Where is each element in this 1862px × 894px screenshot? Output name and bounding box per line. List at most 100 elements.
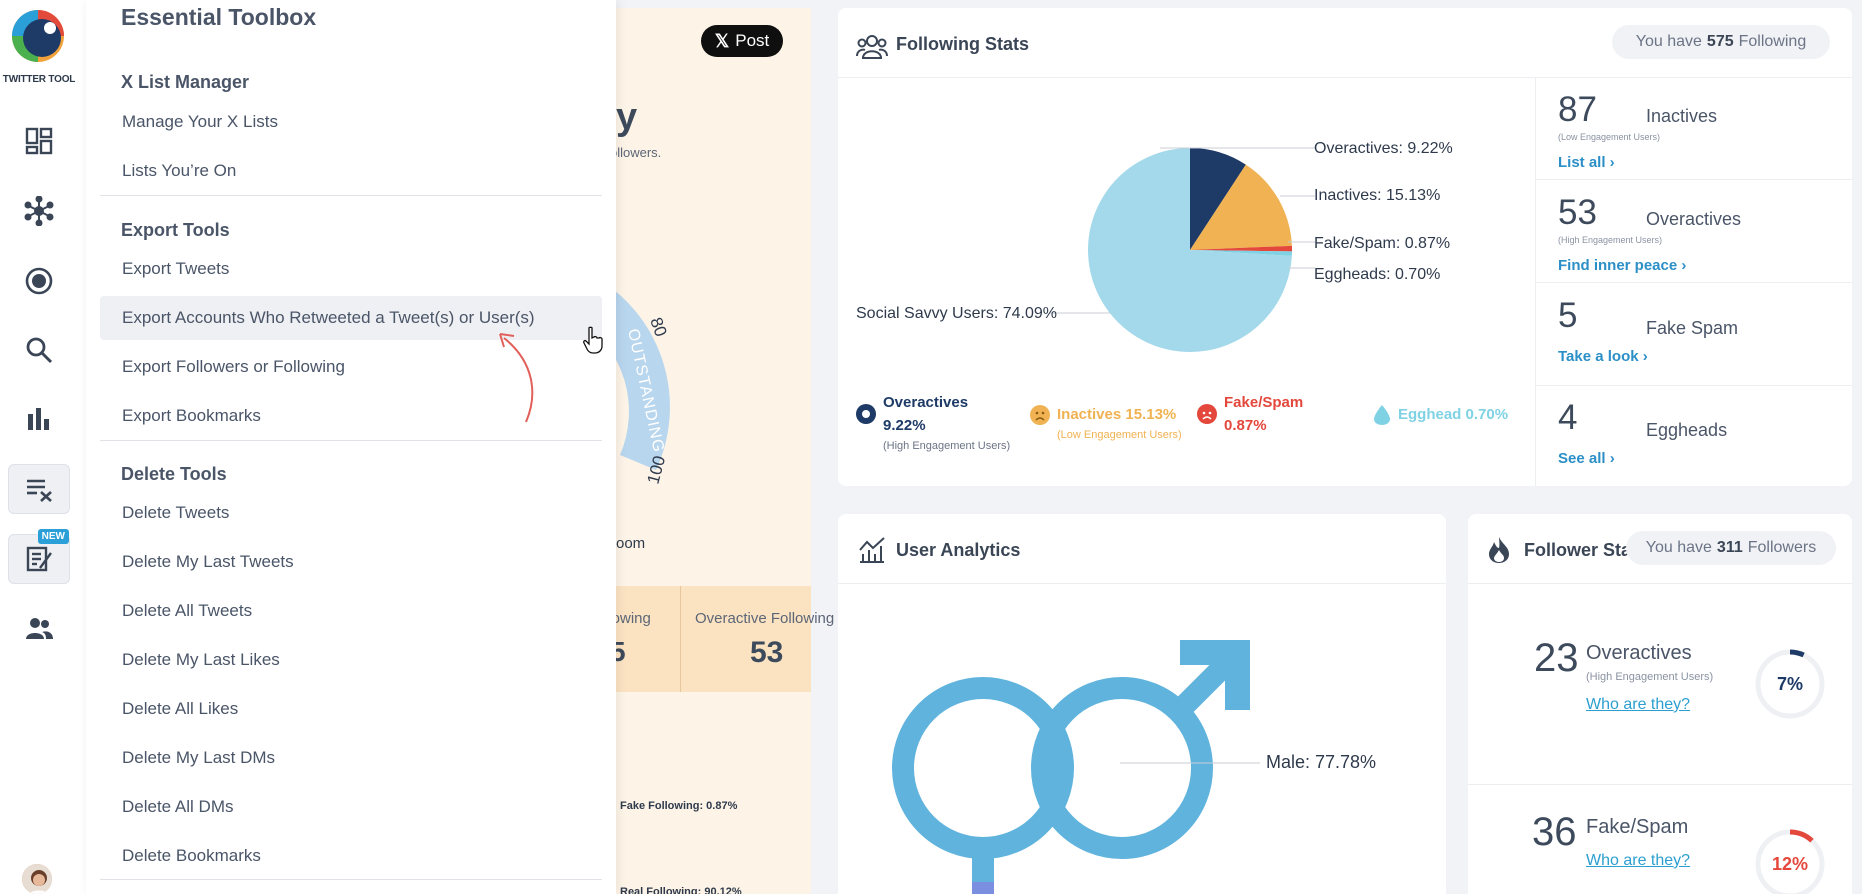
- users-icon: [26, 618, 53, 639]
- pie-label-savvy: Social Savvy Users: 74.09%: [856, 305, 1057, 322]
- bar-chart-icon: [28, 408, 49, 430]
- menu-item-delete-all-dms[interactable]: Delete All DMs: [122, 797, 234, 816]
- menu-title: Essential Toolbox: [121, 4, 317, 30]
- menu-item-delete-all-tweets[interactable]: Delete All Tweets: [122, 601, 253, 620]
- menu-item-delete-last-dms[interactable]: Delete My Last DMs: [122, 748, 276, 767]
- search-nav-button[interactable]: [8, 325, 70, 375]
- side-stat-label: Eggheads: [1646, 420, 1728, 440]
- menu-item-lists-youre-on[interactable]: Lists You’re On: [122, 161, 237, 180]
- record-icon: [25, 267, 53, 295]
- strip-label-2: Overactive Following: [695, 610, 835, 627]
- menu-divider: [100, 195, 602, 196]
- app-logo-icon[interactable]: [10, 8, 66, 64]
- follower-count-pill: You have 311 Followers: [1626, 531, 1836, 565]
- new-badge: NEW: [37, 529, 69, 544]
- side-stat-label: Fake Spam: [1646, 318, 1739, 338]
- side-stat-fake-spam: 5 Fake Spam Take a look ›: [1536, 284, 1852, 386]
- menu-item-delete-bookmarks[interactable]: Delete Bookmarks: [122, 846, 261, 865]
- section-delete-tools: Delete Tools: [121, 464, 227, 484]
- gender-symbols-graphic: [892, 640, 1260, 894]
- strip-label-1: llowing: [605, 610, 651, 627]
- pill-suffix: Followers: [1747, 539, 1817, 556]
- follower-stats-title: Follower Sta: [1524, 540, 1632, 560]
- card-divider: [1535, 78, 1536, 486]
- score-heading: y: [616, 96, 638, 138]
- avatar-photo-icon: [22, 864, 52, 894]
- strip-value-2: 53: [750, 636, 784, 669]
- users-nav-button[interactable]: [8, 603, 70, 653]
- follower-stat-number: 36: [1532, 810, 1577, 854]
- icon-rail: TWITTER TOOL NEW: [0, 0, 86, 894]
- egg-icon: [1374, 405, 1390, 425]
- pie-slice-fake-spam: [1190, 245, 1292, 252]
- user-analytics-header: [838, 514, 1446, 584]
- legend-overactives-name: Overactives: [883, 394, 969, 411]
- male-percentage-label: Male: 77.78%: [1266, 752, 1377, 772]
- follower-stat-label: Overactives: [1586, 642, 1692, 664]
- legend-fake-pct: 0.87%: [1224, 417, 1267, 434]
- legend-overactives-pct: 9.22%: [883, 417, 926, 434]
- follower-count: 311: [1716, 539, 1743, 556]
- take-a-look-link[interactable]: Take a look ›: [1558, 348, 1648, 365]
- legend-inactives-sub: (Low Engagement Users): [1057, 429, 1182, 441]
- dashboard-icon: [25, 127, 53, 155]
- dashboard-nav-button[interactable]: [8, 116, 70, 166]
- app-name: TWITTER TOOL: [2, 74, 76, 85]
- user-analytics-title: User Analytics: [896, 540, 1021, 560]
- fake-spam-ring: [1755, 829, 1825, 894]
- overactive-ring: [1755, 649, 1825, 719]
- essential-toolbox-menu: Essential Toolbox X List Manager Manage …: [86, 0, 616, 894]
- angry-face-icon: [1197, 404, 1217, 424]
- flame-icon: [1489, 537, 1509, 563]
- network-nav-button[interactable]: [8, 186, 70, 236]
- following-count: 575: [1706, 33, 1734, 50]
- menu-item-delete-last-likes[interactable]: Delete My Last Likes: [122, 650, 280, 669]
- find-inner-peace-link[interactable]: Find inner peace ›: [1558, 257, 1687, 274]
- side-stat-number: 53: [1558, 193, 1597, 232]
- pie-slice-social-savvy-users: [1088, 148, 1292, 352]
- real-following-label: Real Following: 90.12%: [620, 886, 742, 894]
- pie-label-inactives: Inactives: 15.13%: [1314, 187, 1441, 204]
- pill-suffix: Following: [1738, 33, 1807, 50]
- list-all-link[interactable]: List all ›: [1558, 154, 1615, 171]
- score-gauge: 80 100 OUTSTANDING: [600, 280, 671, 486]
- legend-fake-name: Fake/Spam: [1224, 394, 1304, 411]
- score-subtitle: ollowers.: [610, 145, 662, 160]
- who-are-they-link[interactable]: Who are they?: [1586, 852, 1691, 869]
- menu-item-export-followers[interactable]: Export Followers or Following: [122, 357, 345, 376]
- menu-item-export-retweeters[interactable]: Export Accounts Who Retweeted a Tweet(s)…: [100, 296, 602, 340]
- menu-divider: [100, 440, 602, 441]
- follower-stats-header: [1468, 514, 1852, 584]
- side-stat-sub: (High Engagement Users): [1558, 235, 1663, 245]
- delete-tools-nav-button[interactable]: [8, 464, 70, 514]
- who-are-they-link[interactable]: Who are they?: [1586, 696, 1691, 713]
- fake-following-label: Fake Following: 0.87%: [620, 800, 738, 812]
- menu-divider: [100, 879, 602, 880]
- menu-item-manage-lists[interactable]: Manage Your X Lists: [122, 112, 278, 131]
- menu-item-export-bookmarks[interactable]: Export Bookmarks: [122, 406, 261, 425]
- x-post-button[interactable]: 𝕏 Post: [701, 25, 783, 57]
- side-stat-label: Inactives: [1646, 106, 1718, 126]
- zoom-text: oom: [616, 535, 646, 552]
- follower-stat-sub: (High Engagement Users): [1586, 671, 1714, 683]
- side-stat-eggheads: 4 Eggheads See all ›: [1536, 386, 1852, 488]
- menu-item-delete-all-likes[interactable]: Delete All Likes: [122, 699, 239, 718]
- pie-label-fake: Fake/Spam: 0.87%: [1314, 235, 1451, 252]
- menu-item-delete-last-tweets[interactable]: Delete My Last Tweets: [122, 552, 294, 571]
- analytics-nav-button[interactable]: [8, 394, 70, 444]
- side-stat-number: 5: [1558, 296, 1578, 335]
- user-avatar[interactable]: [20, 862, 54, 894]
- strip-divider: [680, 586, 681, 692]
- see-all-link[interactable]: See all ›: [1558, 450, 1615, 467]
- menu-item-export-tweets[interactable]: Export Tweets: [122, 259, 230, 278]
- following-stats-card: Following Stats You have 575 Following: [838, 8, 1852, 486]
- pie-slice-overactives: [1190, 148, 1246, 250]
- record-nav-button[interactable]: [8, 256, 70, 306]
- sad-face-icon: [1030, 405, 1050, 425]
- compose-nav-button[interactable]: NEW: [8, 529, 70, 584]
- menu-item-delete-tweets[interactable]: Delete Tweets: [122, 503, 230, 522]
- fake-spam-ring-pct: 12%: [1771, 854, 1809, 874]
- pie-label-eggheads: Eggheads: 0.70%: [1314, 266, 1441, 283]
- annotation-arrow-icon: [499, 333, 534, 423]
- legend-egghead: Egghead 0.70%: [1398, 406, 1509, 423]
